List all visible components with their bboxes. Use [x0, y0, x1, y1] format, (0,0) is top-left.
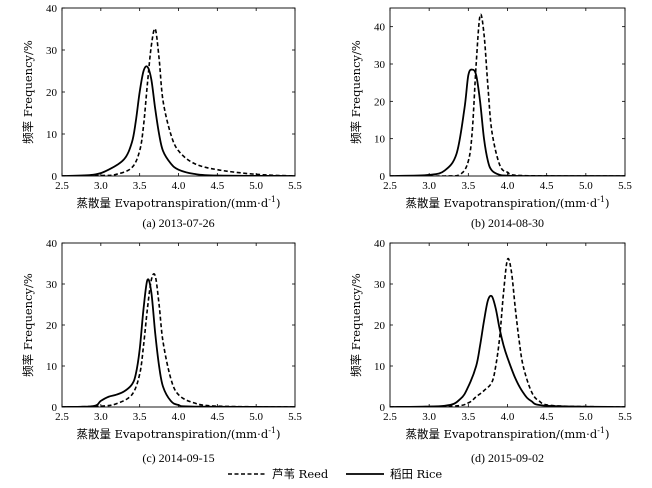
- reed-series-line: [390, 257, 625, 407]
- y-tick-label: 10: [46, 361, 58, 373]
- y-tick-label: 10: [374, 361, 386, 373]
- x-axis-label-main: 蒸散量 Evapotranspiration/(mm·d: [406, 427, 598, 441]
- x-tick-label: 4.5: [210, 180, 224, 192]
- x-tick-label: 2.5: [383, 411, 397, 423]
- x-tick-label: 3.0: [422, 180, 436, 192]
- y-tick-label: 10: [46, 129, 58, 141]
- x-tick-label: 3.0: [94, 180, 108, 192]
- y-tick-label: 0: [380, 402, 386, 414]
- x-tick-label: 4.0: [501, 411, 515, 423]
- panel-caption: (a) 2013-07-26: [142, 216, 214, 230]
- x-tick-label: 5.5: [618, 411, 632, 423]
- x-axis-label-main: 蒸散量 Evapotranspiration/(mm·d: [77, 427, 269, 441]
- x-tick-label: 4.0: [172, 180, 186, 192]
- chart-panel-3: 2.5 3.0 3.5 4.0 4.5 5.0 5.5 0 10 20 30 40 频率 Frequen…: [349, 238, 632, 465]
- x-axis-label-sup: -1: [597, 195, 605, 204]
- y-tick-label: 0: [52, 171, 58, 183]
- x-tick-label: 5.0: [579, 180, 593, 192]
- y-tick-label: 30: [46, 45, 58, 57]
- x-axis-label: 蒸散量 Evapotranspiration/(mm·d-1): [406, 195, 610, 210]
- rice-series-line: [62, 278, 295, 407]
- y-axis-label: 频率 Frequency/%: [21, 273, 35, 377]
- y-tick-label: 40: [374, 238, 386, 250]
- y-tick-label: 40: [374, 22, 386, 34]
- reed-series-line: [390, 13, 625, 176]
- x-axis-label-tail: ): [276, 196, 281, 210]
- x-tick-label: 4.0: [172, 411, 186, 423]
- x-tick-label: 3.5: [133, 411, 147, 423]
- x-axis-label-tail: ): [276, 427, 281, 441]
- y-axis-label: 频率 Frequency/%: [21, 40, 35, 144]
- x-tick-label: 4.5: [210, 411, 224, 423]
- x-axis-label: 蒸散量 Evapotranspiration/(mm·d-1): [406, 426, 610, 441]
- x-axis-label-tail: ): [605, 196, 610, 210]
- panel-caption: (d) 2015-09-02: [471, 451, 544, 465]
- plot-frame: [389, 7, 626, 177]
- x-tick-label: 5.0: [249, 180, 263, 192]
- y-axis-label: 频率 Frequency/%: [349, 40, 363, 144]
- x-tick-label: 5.0: [579, 411, 593, 423]
- panel-caption: (b) 2014-08-30: [471, 216, 544, 230]
- legend-reed-label: 芦苇 Reed: [272, 467, 329, 481]
- legend-rice-label: 稻田 Rice: [390, 467, 442, 481]
- x-tick-label: 2.5: [383, 180, 397, 192]
- y-tick-label: 30: [46, 279, 58, 291]
- x-tick-label: 3.5: [461, 180, 475, 192]
- legend: 芦苇 Reed 稻田 Rice: [228, 467, 442, 481]
- reed-series-line: [62, 27, 295, 176]
- x-axis-label-main: 蒸散量 Evapotranspiration/(mm·d: [406, 196, 598, 210]
- x-axis-label: 蒸散量 Evapotranspiration/(mm·d-1): [77, 195, 281, 210]
- x-tick-label: 3.5: [461, 411, 475, 423]
- x-tick-label: 5.5: [288, 411, 302, 423]
- chart-panel-1: 2.5 3.0 3.5 4.0 4.5 5.0 5.5 0 10 20 30 40 频率 Frequen…: [349, 7, 632, 230]
- x-tick-label: 4.5: [540, 411, 554, 423]
- chart-panel-0: 2.5 3.0 3.5 4.0 4.5 5.0 5.5 0 10 20 30 40 频率 Frequen…: [21, 3, 302, 230]
- y-tick-label: 10: [374, 134, 386, 146]
- x-tick-label: 4.5: [540, 180, 554, 192]
- y-tick-label: 30: [374, 279, 386, 291]
- rice-series-line: [62, 65, 295, 176]
- plot-frame: [61, 242, 296, 408]
- x-axis-label-sup: -1: [268, 195, 276, 204]
- rice-series-line: [390, 68, 625, 176]
- y-tick-label: 20: [374, 96, 386, 108]
- panel-caption: (c) 2014-09-15: [142, 451, 214, 465]
- y-tick-label: 0: [52, 402, 58, 414]
- y-tick-label: 20: [374, 320, 386, 332]
- chart-panel-2: 2.5 3.0 3.5 4.0 4.5 5.0 5.5 0 10 20 30 40 频率 Frequen…: [21, 238, 302, 465]
- x-tick-label: 2.5: [55, 411, 69, 423]
- x-tick-label: 3.5: [133, 180, 147, 192]
- y-axis-label: 频率 Frequency/%: [349, 273, 363, 377]
- x-tick-label: 2.5: [55, 180, 69, 192]
- x-axis-label-sup: -1: [597, 426, 605, 435]
- y-tick-label: 0: [380, 171, 386, 183]
- plot-frame: [389, 242, 626, 408]
- y-tick-label: 40: [46, 3, 58, 15]
- y-tick-label: 30: [374, 59, 386, 71]
- x-axis-label-tail: ): [605, 427, 610, 441]
- x-tick-label: 5.5: [288, 180, 302, 192]
- x-axis-label-main: 蒸散量 Evapotranspiration/(mm·d: [77, 196, 269, 210]
- rice-series-line: [390, 294, 625, 407]
- y-tick-label: 40: [46, 238, 58, 250]
- x-tick-label: 4.0: [501, 180, 515, 192]
- reed-series-line: [62, 273, 295, 407]
- x-tick-label: 5.0: [249, 411, 263, 423]
- x-axis-label: 蒸散量 Evapotranspiration/(mm·d-1): [77, 426, 281, 441]
- y-tick-label: 20: [46, 87, 58, 99]
- x-tick-label: 3.0: [422, 411, 436, 423]
- y-tick-label: 20: [46, 320, 58, 332]
- x-tick-label: 3.0: [94, 411, 108, 423]
- x-axis-label-sup: -1: [268, 426, 276, 435]
- x-tick-label: 5.5: [618, 180, 632, 192]
